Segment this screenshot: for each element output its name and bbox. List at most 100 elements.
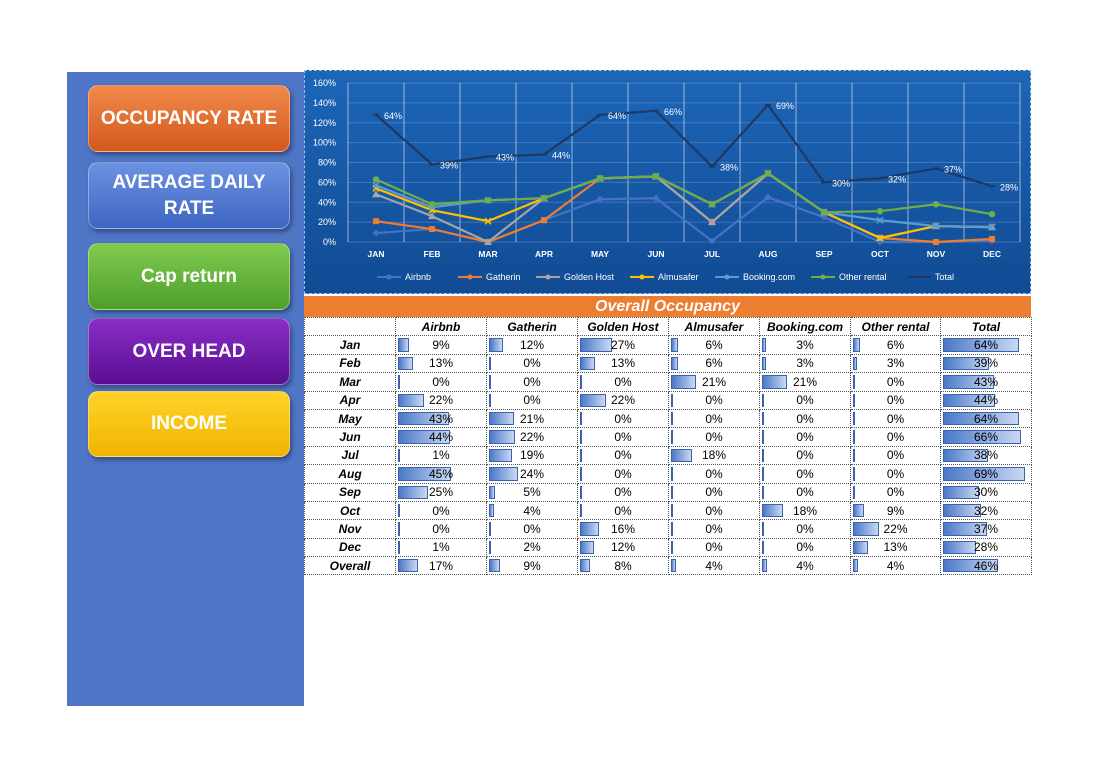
cell-value: 0% (614, 411, 632, 426)
table-cell: 64% (940, 335, 1032, 355)
table-cell: 17% (395, 556, 487, 576)
cell-value: 21% (701, 374, 727, 389)
table-cell: 0% (668, 390, 760, 410)
cell-value: 22% (428, 393, 454, 408)
data-point (484, 238, 492, 245)
data-bar (762, 448, 764, 463)
data-bar (853, 430, 855, 444)
table-cell: 18% (668, 445, 760, 466)
table-cell: 64% (940, 408, 1032, 429)
data-bar (853, 338, 860, 352)
legend-marker (386, 274, 392, 280)
table-cell: 0% (486, 353, 578, 374)
table-cell: 13% (395, 353, 487, 374)
table-row: Sep 25% 5% 0% 0% 0% 0% 30% (304, 482, 1032, 502)
data-bar (762, 503, 783, 518)
table-cell: 1% (395, 537, 487, 558)
data-point (372, 181, 380, 189)
data-bar (762, 375, 787, 389)
table-cell: 0% (850, 427, 941, 447)
row-month: May (304, 408, 396, 429)
table-cell: 0% (486, 372, 578, 392)
average-daily-rate-button[interactable]: AVERAGE DAILY RATE (88, 162, 290, 229)
data-bar (762, 485, 764, 499)
data-bar (853, 540, 868, 555)
data-bar (489, 559, 500, 573)
table-cell: 2% (486, 537, 578, 558)
series-line-total (375, 103, 993, 188)
cell-value: 0% (796, 430, 814, 445)
cell-value: 22% (610, 393, 636, 408)
data-bar (398, 375, 400, 389)
cell-value: 0% (705, 540, 723, 555)
total-data-label: 39% (440, 160, 458, 170)
cell-value: 0% (614, 466, 632, 481)
table-cell: 0% (759, 464, 851, 484)
cell-value: 12% (610, 540, 636, 555)
table-row: Aug 45% 24% 0% 0% 0% 0% 69% (304, 464, 1032, 484)
row-month: Overall (304, 556, 396, 576)
data-bar (580, 393, 606, 407)
overhead-button[interactable]: OVER HEAD (88, 318, 290, 385)
occupancy-rate-button[interactable]: OCCUPANCY RATE (88, 85, 290, 152)
data-bar (943, 430, 1021, 444)
table-cell: 0% (850, 445, 941, 466)
data-bar (853, 467, 855, 481)
x-tick-label: MAR (478, 249, 497, 259)
total-data-label: 44% (552, 151, 570, 161)
cell-value: 0% (432, 374, 450, 389)
data-bar (943, 503, 981, 518)
legend-marker (724, 274, 730, 280)
row-month: Dec (304, 537, 396, 558)
data-point (596, 175, 604, 182)
column-header: Other rental (850, 316, 941, 337)
data-bar (398, 467, 451, 481)
table-cell: 24% (486, 464, 578, 484)
table-cell: 4% (759, 556, 851, 576)
data-bar (580, 430, 582, 444)
table-cell: 25% (395, 482, 487, 502)
data-point (372, 229, 380, 237)
table-cell: 6% (668, 335, 760, 355)
row-month: Nov (304, 519, 396, 539)
cell-value: 0% (886, 448, 905, 463)
table-cell: 0% (759, 537, 851, 558)
cell-value: 4% (523, 503, 541, 518)
y-tick-label: 100% (313, 138, 336, 148)
data-bar (489, 356, 491, 371)
row-month: Mar (304, 372, 396, 392)
row-month: Apr (304, 390, 396, 410)
table-cell: 0% (850, 372, 941, 392)
income-button[interactable]: INCOME (88, 391, 290, 457)
table-cell: 28% (940, 537, 1032, 558)
data-bar (762, 338, 766, 352)
cell-value: 6% (886, 338, 905, 353)
table-cell: 0% (486, 519, 578, 539)
cap-return-button[interactable]: Cap return (88, 243, 290, 310)
data-bar (580, 356, 595, 371)
data-point (484, 217, 492, 225)
cell-value: 21% (519, 411, 545, 426)
table-cell: 9% (395, 335, 487, 355)
table-cell: 0% (668, 500, 760, 521)
table-cell: 69% (940, 464, 1032, 484)
table-cell: 6% (850, 335, 941, 355)
table-cell: 0% (668, 537, 760, 558)
occupancy-chart: 0% 20% 40% 60% 80% 100% 120% 140% 160% JAN FEB MAR A… (304, 70, 1031, 294)
total-data-label: 64% (608, 111, 626, 121)
data-bar (489, 503, 494, 518)
data-point (372, 190, 380, 198)
series-line-other-rental (375, 172, 993, 216)
table-cell: 5% (486, 482, 578, 502)
cell-value: 43% (973, 374, 999, 389)
data-point (373, 218, 379, 225)
table-cell: 3% (850, 353, 941, 374)
cell-value: 0% (614, 485, 632, 500)
total-data-label: 64% (384, 111, 402, 121)
occupancy-chart-svg: 0% 20% 40% 60% 80% 100% 120% 140% 160% JAN FEB MAR A… (313, 78, 1021, 282)
cell-value: 19% (519, 448, 545, 463)
table-cell: 3% (759, 335, 851, 355)
table-cell: 43% (395, 408, 487, 429)
cell-value: 0% (886, 374, 905, 389)
cell-value: 2% (523, 540, 541, 555)
